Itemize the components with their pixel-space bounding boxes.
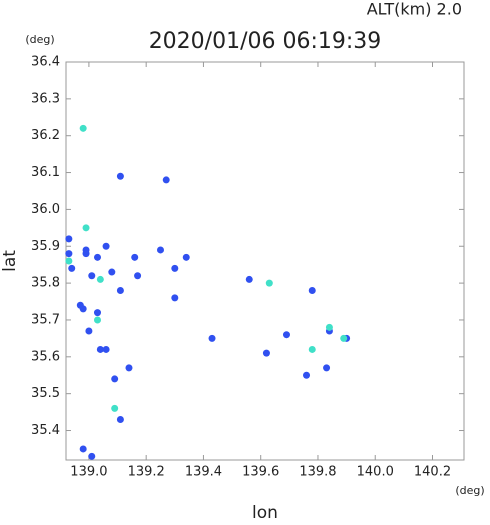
y-tick-label: 36.3	[31, 91, 60, 106]
x-tick-label: 139.6	[242, 465, 279, 480]
altitude-label: ALT(km) 2.0	[367, 0, 462, 19]
echo-point	[245, 275, 253, 283]
echo-point	[82, 250, 90, 258]
echo-point	[93, 253, 101, 261]
echo-point	[65, 235, 73, 243]
echo-point	[82, 224, 90, 232]
x-axis-label: lon	[252, 503, 278, 521]
echo-point	[79, 305, 87, 313]
chart-title: 2020/01/06 06:19:39	[149, 29, 382, 54]
echo-point	[85, 327, 93, 335]
echo-point	[265, 279, 273, 287]
echo-point	[282, 331, 290, 339]
echo-point	[108, 268, 116, 276]
echo-point	[65, 257, 73, 265]
y-tick-label: 35.7	[31, 312, 60, 327]
y-tick-label: 36.1	[31, 165, 60, 180]
y-tick-label: 35.4	[31, 423, 60, 438]
echo-point	[340, 334, 348, 342]
echo-point	[116, 415, 124, 423]
x-tick-label: 139.8	[299, 465, 336, 480]
x-tick-label: 140.2	[414, 465, 451, 480]
echo-point	[303, 371, 311, 379]
y-tick-label: 36.4	[31, 55, 60, 70]
echo-point	[125, 364, 133, 372]
echo-point	[79, 445, 87, 453]
echo-point	[171, 294, 179, 302]
echo-point	[102, 345, 110, 353]
echo-point	[102, 242, 110, 250]
y-tick-label: 36.0	[31, 202, 60, 217]
echo-point	[208, 334, 216, 342]
x-tick-label: 139.4	[185, 465, 222, 480]
y-axis-label: lat	[0, 250, 20, 272]
echo-point	[308, 345, 316, 353]
echo-point	[162, 176, 170, 184]
y-tick-label: 36.2	[31, 128, 60, 143]
echo-point	[96, 345, 104, 353]
echo-point	[156, 246, 164, 254]
plot-frame	[65, 61, 465, 461]
echo-point	[68, 264, 76, 272]
echo-point	[131, 253, 139, 261]
echo-point	[93, 316, 101, 324]
x-tick-label: 140.0	[357, 465, 394, 480]
x-unit: (deg)	[455, 484, 484, 497]
echo-point	[88, 452, 96, 460]
echo-point	[116, 286, 124, 294]
echo-point	[111, 404, 119, 412]
echo-point	[308, 286, 316, 294]
echo-point	[134, 272, 142, 280]
echo-point	[79, 124, 87, 132]
y-unit: (deg)	[25, 33, 54, 46]
echo-point	[116, 172, 124, 180]
echo-point	[93, 309, 101, 317]
echo-point	[111, 375, 119, 383]
x-tick-label: 139.0	[70, 465, 107, 480]
y-tick-label: 35.5	[31, 386, 60, 401]
y-tick-label: 35.9	[31, 239, 60, 254]
echo-point	[65, 250, 73, 258]
echo-point	[88, 272, 96, 280]
echo-point	[182, 253, 190, 261]
echo-point	[325, 323, 333, 331]
echo-point	[262, 349, 270, 357]
echo-point	[171, 264, 179, 272]
y-tick-label: 35.8	[31, 276, 60, 291]
echo-point	[323, 364, 331, 372]
x-tick-label: 139.2	[128, 465, 165, 480]
echo-point	[96, 275, 104, 283]
y-tick-label: 35.6	[31, 349, 60, 364]
